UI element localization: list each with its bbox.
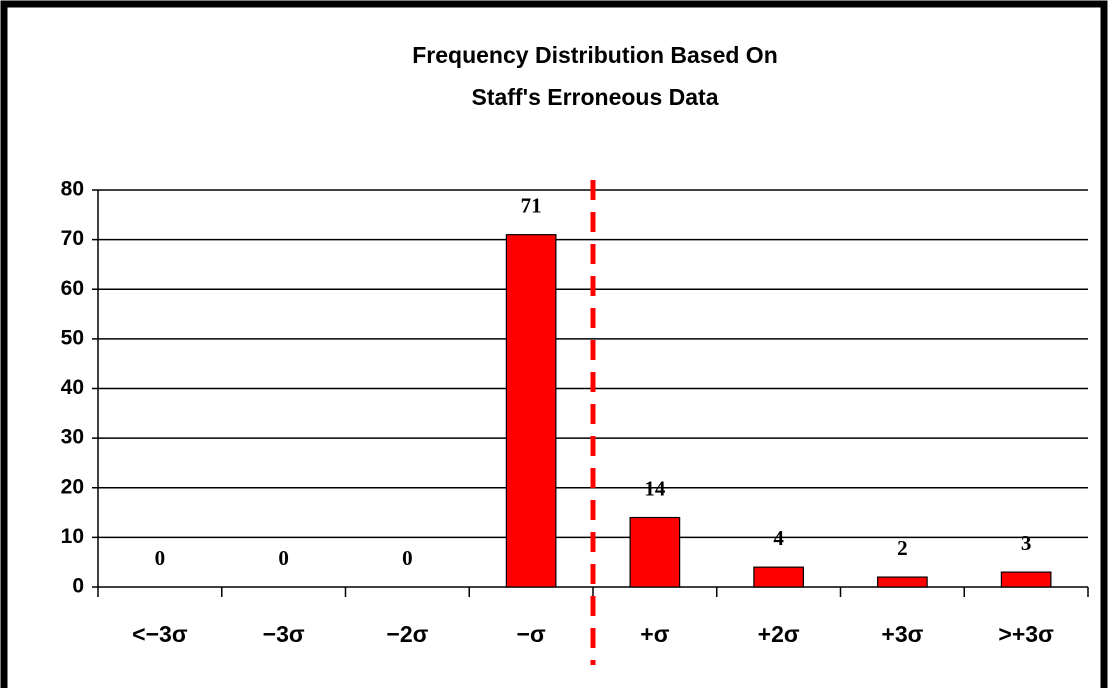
x-tick-label: −σ: [517, 621, 546, 647]
data-label: 0: [402, 546, 413, 570]
bar: [629, 516, 681, 588]
data-label: 2: [897, 536, 908, 560]
y-tick-label: 80: [61, 178, 84, 201]
x-tick-label: −3σ: [263, 621, 305, 647]
bar: [877, 576, 928, 588]
y-tick-label: 30: [61, 426, 84, 449]
x-tick-label: +2σ: [758, 621, 800, 647]
y-tick-label: 70: [61, 227, 84, 250]
data-label: 0: [278, 546, 289, 570]
bar: [505, 234, 557, 588]
y-tick-label: 20: [61, 475, 84, 498]
y-tick-label: 0: [72, 575, 84, 598]
data-label: 4: [773, 526, 784, 550]
x-tick-label: +σ: [640, 621, 669, 647]
x-tick-label: >+3σ: [998, 621, 1054, 647]
y-tick-label: 60: [61, 277, 84, 300]
y-tick-label: 40: [61, 376, 84, 399]
chart-title: Frequency Distribution Based On: [412, 42, 778, 68]
bar: [753, 566, 804, 588]
x-tick-label: <−3σ: [132, 621, 188, 647]
y-tick-label: 10: [61, 525, 84, 548]
y-tick-label: 50: [61, 326, 84, 349]
data-label: 71: [521, 193, 542, 217]
chart-title: Staff's Erroneous Data: [471, 84, 718, 110]
data-label: 0: [155, 546, 166, 570]
data-label: 3: [1021, 531, 1032, 555]
x-tick-label: +3σ: [881, 621, 923, 647]
bar: [1000, 571, 1052, 588]
data-label: 14: [644, 476, 666, 500]
x-tick-label: −2σ: [386, 621, 428, 647]
